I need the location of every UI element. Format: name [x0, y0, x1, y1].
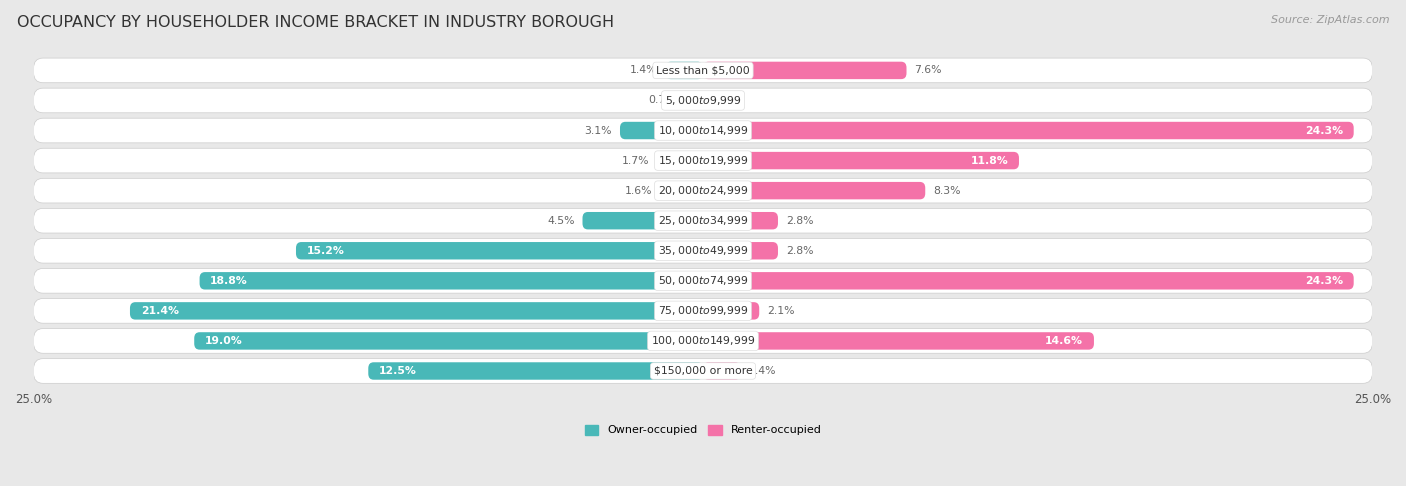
- FancyBboxPatch shape: [34, 208, 1372, 233]
- Text: 12.5%: 12.5%: [380, 366, 416, 376]
- FancyBboxPatch shape: [34, 148, 1372, 173]
- FancyBboxPatch shape: [703, 272, 1354, 290]
- Text: 3.1%: 3.1%: [585, 125, 612, 136]
- Legend: Owner-occupied, Renter-occupied: Owner-occupied, Renter-occupied: [585, 425, 821, 435]
- Text: $50,000 to $74,999: $50,000 to $74,999: [658, 274, 748, 287]
- Text: 1.4%: 1.4%: [748, 366, 776, 376]
- FancyBboxPatch shape: [703, 242, 778, 260]
- FancyBboxPatch shape: [703, 152, 1019, 169]
- Text: 19.0%: 19.0%: [205, 336, 243, 346]
- FancyBboxPatch shape: [368, 362, 703, 380]
- Text: $15,000 to $19,999: $15,000 to $19,999: [658, 154, 748, 167]
- FancyBboxPatch shape: [129, 302, 703, 320]
- Text: $35,000 to $49,999: $35,000 to $49,999: [658, 244, 748, 257]
- Text: 11.8%: 11.8%: [970, 156, 1008, 166]
- FancyBboxPatch shape: [297, 242, 703, 260]
- FancyBboxPatch shape: [194, 332, 703, 349]
- Text: 24.3%: 24.3%: [1305, 276, 1343, 286]
- FancyBboxPatch shape: [34, 118, 1372, 143]
- FancyBboxPatch shape: [661, 182, 703, 199]
- Text: 2.8%: 2.8%: [786, 216, 814, 226]
- Text: 0.7%: 0.7%: [648, 95, 676, 105]
- FancyBboxPatch shape: [34, 58, 1372, 83]
- FancyBboxPatch shape: [703, 122, 1354, 139]
- FancyBboxPatch shape: [703, 332, 1094, 349]
- FancyBboxPatch shape: [665, 62, 703, 79]
- FancyBboxPatch shape: [34, 239, 1372, 263]
- Text: $25,000 to $34,999: $25,000 to $34,999: [658, 214, 748, 227]
- Text: 18.8%: 18.8%: [211, 276, 247, 286]
- Text: OCCUPANCY BY HOUSEHOLDER INCOME BRACKET IN INDUSTRY BOROUGH: OCCUPANCY BY HOUSEHOLDER INCOME BRACKET …: [17, 15, 614, 30]
- Text: 14.6%: 14.6%: [1045, 336, 1083, 346]
- Text: Less than $5,000: Less than $5,000: [657, 66, 749, 75]
- FancyBboxPatch shape: [34, 88, 1372, 113]
- Text: 8.3%: 8.3%: [934, 186, 960, 196]
- Text: $150,000 or more: $150,000 or more: [654, 366, 752, 376]
- Text: 2.1%: 2.1%: [768, 306, 794, 316]
- Text: $75,000 to $99,999: $75,000 to $99,999: [658, 304, 748, 317]
- FancyBboxPatch shape: [658, 152, 703, 169]
- Text: $20,000 to $24,999: $20,000 to $24,999: [658, 184, 748, 197]
- Text: $5,000 to $9,999: $5,000 to $9,999: [665, 94, 741, 107]
- Text: 0.0%: 0.0%: [711, 95, 738, 105]
- Text: 15.2%: 15.2%: [307, 246, 344, 256]
- Text: 1.4%: 1.4%: [630, 66, 658, 75]
- FancyBboxPatch shape: [703, 182, 925, 199]
- FancyBboxPatch shape: [34, 329, 1372, 353]
- Text: $10,000 to $14,999: $10,000 to $14,999: [658, 124, 748, 137]
- Text: 2.8%: 2.8%: [786, 246, 814, 256]
- Text: 1.7%: 1.7%: [621, 156, 650, 166]
- Text: 7.6%: 7.6%: [914, 66, 942, 75]
- Text: 24.3%: 24.3%: [1305, 125, 1343, 136]
- FancyBboxPatch shape: [703, 302, 759, 320]
- Text: $100,000 to $149,999: $100,000 to $149,999: [651, 334, 755, 347]
- FancyBboxPatch shape: [685, 92, 703, 109]
- Text: Source: ZipAtlas.com: Source: ZipAtlas.com: [1271, 15, 1389, 25]
- FancyBboxPatch shape: [200, 272, 703, 290]
- FancyBboxPatch shape: [34, 178, 1372, 203]
- FancyBboxPatch shape: [703, 362, 741, 380]
- Text: 21.4%: 21.4%: [141, 306, 179, 316]
- FancyBboxPatch shape: [34, 359, 1372, 383]
- FancyBboxPatch shape: [620, 122, 703, 139]
- FancyBboxPatch shape: [703, 212, 778, 229]
- Text: 1.6%: 1.6%: [624, 186, 652, 196]
- FancyBboxPatch shape: [34, 268, 1372, 293]
- FancyBboxPatch shape: [582, 212, 703, 229]
- Text: 4.5%: 4.5%: [547, 216, 575, 226]
- FancyBboxPatch shape: [34, 298, 1372, 323]
- FancyBboxPatch shape: [703, 62, 907, 79]
